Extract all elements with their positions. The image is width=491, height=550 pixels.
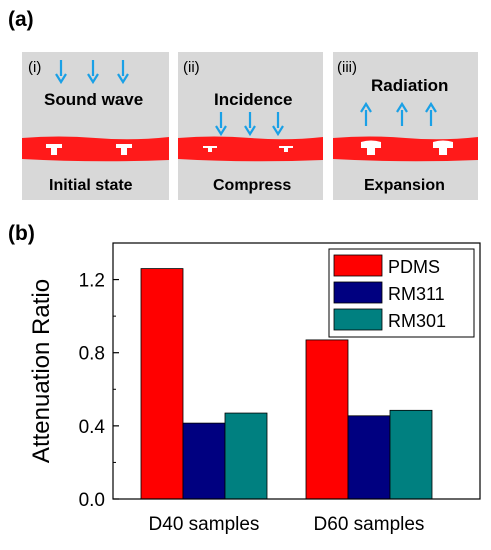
diagram-index-label: (iii) [337, 59, 357, 76]
diagram-index-label: (ii) [183, 59, 200, 76]
arrow-up-icon [360, 101, 372, 126]
micro-pillar [361, 140, 381, 155]
arrow-up-icon [396, 101, 408, 126]
arrow-up-icon [425, 101, 437, 126]
y-axis-label: Attenuation Ratio [28, 279, 55, 463]
arrow-down-icon [117, 60, 129, 85]
bar-rm311-2 [347, 415, 391, 500]
bar-rm301-1 [224, 412, 268, 500]
diagram-initial-state: (i) Sound wave Initial state [22, 52, 169, 200]
diagram-caption-bottom: Initial state [49, 177, 133, 194]
legend-label-pdms: PDMS [388, 257, 440, 277]
diagram-drawing [333, 101, 478, 162]
x-tick-label: D40 samples [149, 514, 260, 535]
arrow-down-icon [87, 60, 99, 85]
y-tick-label: 0.4 [79, 417, 106, 438]
legend-label-rm311: RM311 [388, 284, 445, 304]
arrow-down-icon [272, 112, 284, 137]
bar-pdms-1 [140, 268, 184, 500]
legend-label-rm301: RM301 [388, 311, 446, 331]
arrow-down-icon [215, 112, 227, 137]
panel-b-label: (b) [8, 222, 35, 245]
diagram-index-label: (i) [28, 59, 42, 76]
membrane-film [22, 136, 169, 162]
micro-pillar [203, 146, 217, 152]
legend-swatch-rm311 [333, 281, 383, 304]
diagram-caption-top: Sound wave [44, 90, 144, 109]
arrow-down-icon [244, 112, 256, 137]
y-tick-label: 0.8 [79, 344, 105, 365]
bar-rm311-1 [182, 422, 226, 500]
bar-rm301-2 [389, 409, 433, 500]
diagram-compress: (ii) Incidence Compress [178, 52, 323, 200]
diagram-caption-top: Incidence [214, 90, 293, 109]
micro-pillar [279, 146, 293, 152]
diagram-expansion: (iii) Radiation Expansion [333, 52, 478, 200]
micro-pillar [46, 144, 62, 155]
diagram-caption-bottom: Compress [213, 177, 292, 194]
plot-frame [112, 242, 481, 500]
diagram-drawing [178, 112, 323, 162]
y-tick-label: 0.0 [79, 490, 105, 511]
bar-pdms-2 [305, 339, 349, 500]
diagram-drawing [22, 60, 169, 162]
arrow-down-icon [55, 60, 67, 85]
membrane-film [178, 136, 323, 162]
diagram-caption-bottom: Expansion [364, 177, 445, 194]
micro-pillar [433, 140, 453, 155]
legend-swatch-pdms [333, 254, 383, 277]
diagram-caption-top: Radiation [371, 76, 449, 95]
legend-swatch-rm301 [333, 308, 383, 331]
micro-pillar [116, 144, 132, 155]
x-tick-label: D60 samples [314, 514, 425, 535]
y-tick-label: 1.2 [79, 271, 105, 292]
panel-a-label: (a) [8, 8, 34, 31]
